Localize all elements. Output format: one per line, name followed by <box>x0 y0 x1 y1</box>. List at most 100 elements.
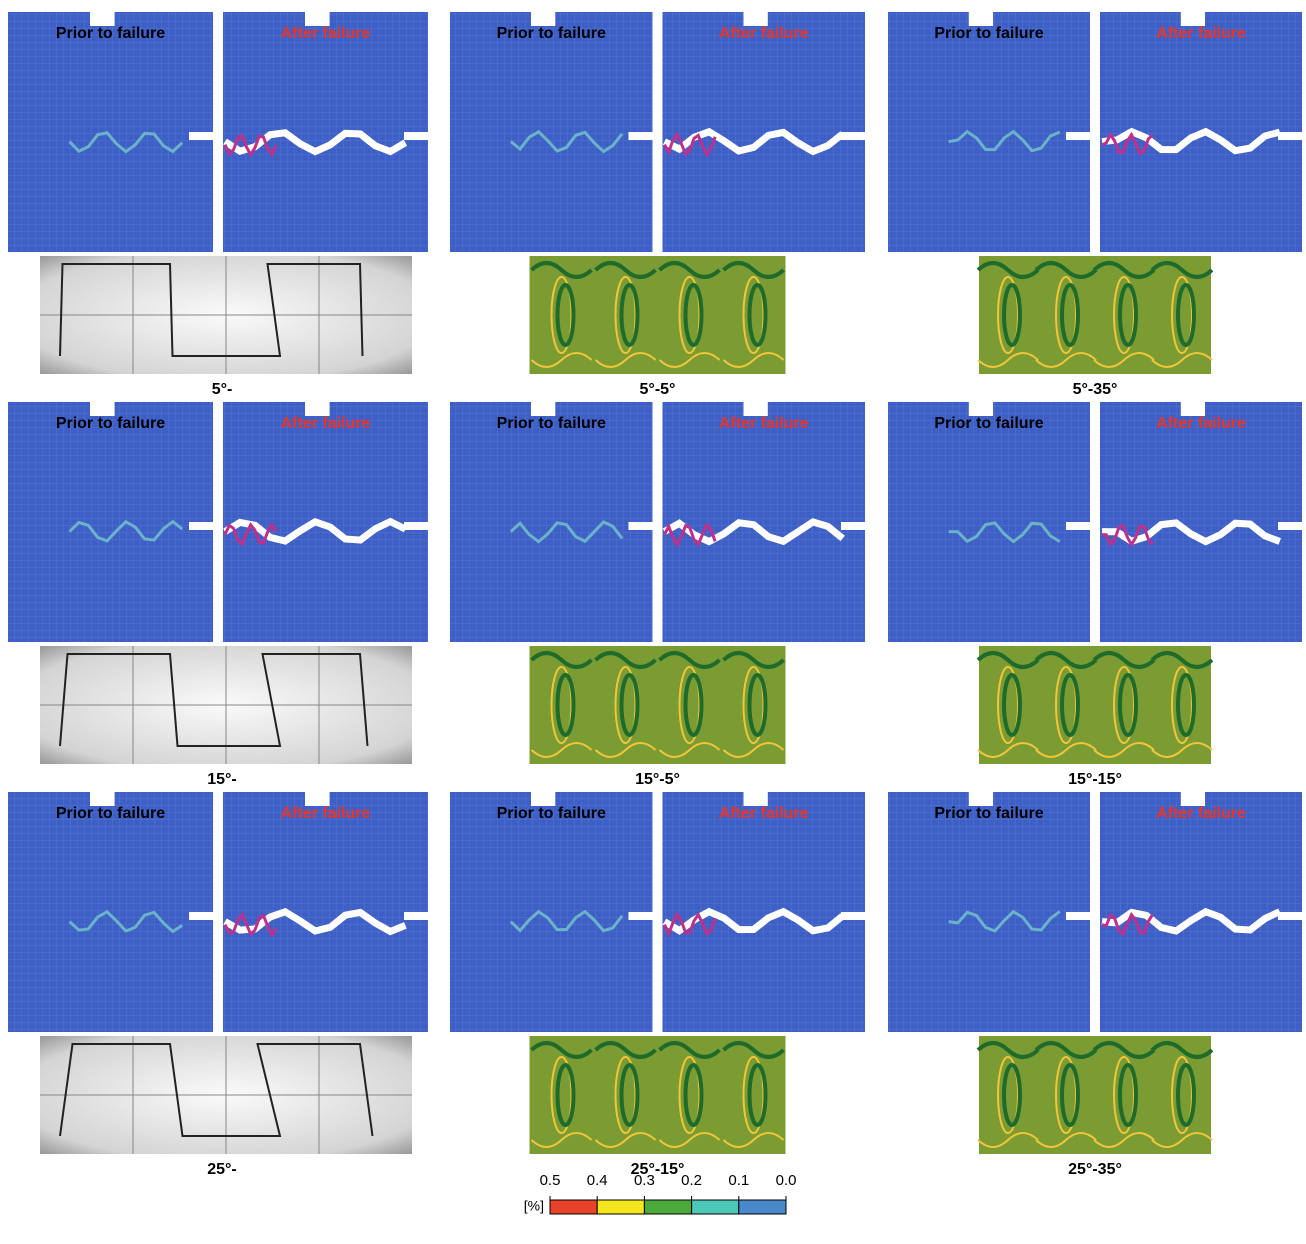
slit <box>404 912 430 920</box>
notch <box>743 400 768 416</box>
panel: Prior to failure After failure 25°- <box>8 790 430 1178</box>
slit <box>1066 132 1092 140</box>
notch <box>305 400 330 416</box>
slit <box>404 522 430 530</box>
cut-pattern <box>59 263 364 357</box>
link-green <box>1002 283 1022 347</box>
link-green <box>747 283 768 347</box>
rim-bottom <box>530 1132 593 1148</box>
colorbar-tick-label: 0.3 <box>634 1172 655 1189</box>
crack <box>223 517 407 545</box>
caption: 25°-15° <box>631 1161 685 1178</box>
strain-band <box>948 909 1061 933</box>
strain-map <box>888 792 1090 1032</box>
rim-top <box>594 651 657 669</box>
prior-label: Prior to failure <box>56 415 165 432</box>
rim-top <box>1034 1041 1098 1059</box>
rim-top <box>722 1041 785 1059</box>
link-green <box>1118 283 1138 347</box>
crack <box>1101 907 1282 935</box>
rim-bottom <box>1093 1132 1155 1148</box>
rim-bottom <box>722 352 785 368</box>
caption: 25°-35° <box>1068 1161 1122 1178</box>
rim-top <box>1092 651 1156 669</box>
strain-map <box>223 792 428 1032</box>
strain-map <box>8 402 213 642</box>
strain-map <box>8 12 213 252</box>
notch <box>968 10 994 26</box>
slit <box>841 132 867 140</box>
rim-bottom <box>1151 352 1213 368</box>
colorbar-segment <box>549 1199 598 1215</box>
rim-top <box>722 261 785 279</box>
link-green <box>619 1063 640 1127</box>
slit <box>189 522 215 530</box>
caption: 5°-35° <box>1073 381 1118 398</box>
colorbar-unit: [%] <box>524 1198 544 1214</box>
link-green <box>555 673 576 737</box>
link-green <box>683 1063 704 1127</box>
notch <box>531 400 556 416</box>
colorbar-tick-label: 0.2 <box>681 1172 702 1189</box>
panel: Prior to failure After failure 25°-15° <box>450 790 867 1178</box>
rim-top <box>594 1041 657 1059</box>
link-green <box>1060 673 1080 737</box>
rim-bottom <box>1035 1132 1097 1148</box>
prior-label: Prior to failure <box>56 25 165 42</box>
after-label: After failure <box>1156 415 1246 432</box>
rim-top <box>1034 651 1098 669</box>
rim-top <box>1034 261 1098 279</box>
after-label: After failure <box>719 415 809 432</box>
rim-top <box>976 1041 1040 1059</box>
cut-pattern <box>59 653 369 747</box>
strain-map <box>662 792 865 1032</box>
notch <box>1180 10 1206 26</box>
panel: Prior to failure After failure 15°-5° <box>450 400 867 788</box>
notch <box>1180 790 1206 806</box>
after-label: After failure <box>281 805 371 822</box>
slit <box>189 132 215 140</box>
slit <box>628 522 655 530</box>
colorbar-tick-label: 0.4 <box>587 1172 608 1189</box>
rim-top <box>1092 1041 1156 1059</box>
notch <box>531 10 556 26</box>
slit <box>1278 132 1304 140</box>
crack <box>662 518 845 546</box>
crack <box>1101 519 1281 546</box>
strain-peak <box>663 911 717 938</box>
caption: 5°- <box>212 381 233 398</box>
link-green <box>619 673 640 737</box>
caption: 15°- <box>207 771 237 788</box>
slit <box>628 132 655 140</box>
panel: Prior to failure After failure 25°-35° <box>888 790 1304 1178</box>
colorbar-segment <box>643 1199 693 1215</box>
link-green <box>683 673 704 737</box>
rim-top <box>658 261 721 279</box>
strain-map <box>662 12 865 252</box>
slit <box>628 912 655 920</box>
rim-top <box>722 651 785 669</box>
rim-bottom <box>977 742 1039 758</box>
colorbar-tick-label: 0.5 <box>540 1172 561 1189</box>
rim-bottom <box>1093 352 1155 368</box>
link-green <box>683 283 704 347</box>
colorbar-segment <box>691 1199 740 1215</box>
prior-label: Prior to failure <box>934 25 1043 42</box>
rim-top <box>658 1041 721 1059</box>
strain-map <box>662 402 865 642</box>
strain-band <box>68 131 184 154</box>
caption: 15°-15° <box>1068 771 1122 788</box>
strain-map <box>8 792 213 1032</box>
link-green <box>1118 673 1138 737</box>
strain-band <box>948 129 1061 153</box>
rim-bottom <box>658 1132 721 1148</box>
notch <box>305 10 330 26</box>
panel: Prior to failure After failure 5°- <box>8 10 430 398</box>
notch <box>743 10 768 26</box>
rim-bottom <box>594 1132 657 1148</box>
notch <box>90 10 115 26</box>
rim-top <box>976 261 1040 279</box>
link-green <box>555 283 576 347</box>
link-green <box>747 673 768 737</box>
caption: 25°- <box>207 1161 237 1178</box>
